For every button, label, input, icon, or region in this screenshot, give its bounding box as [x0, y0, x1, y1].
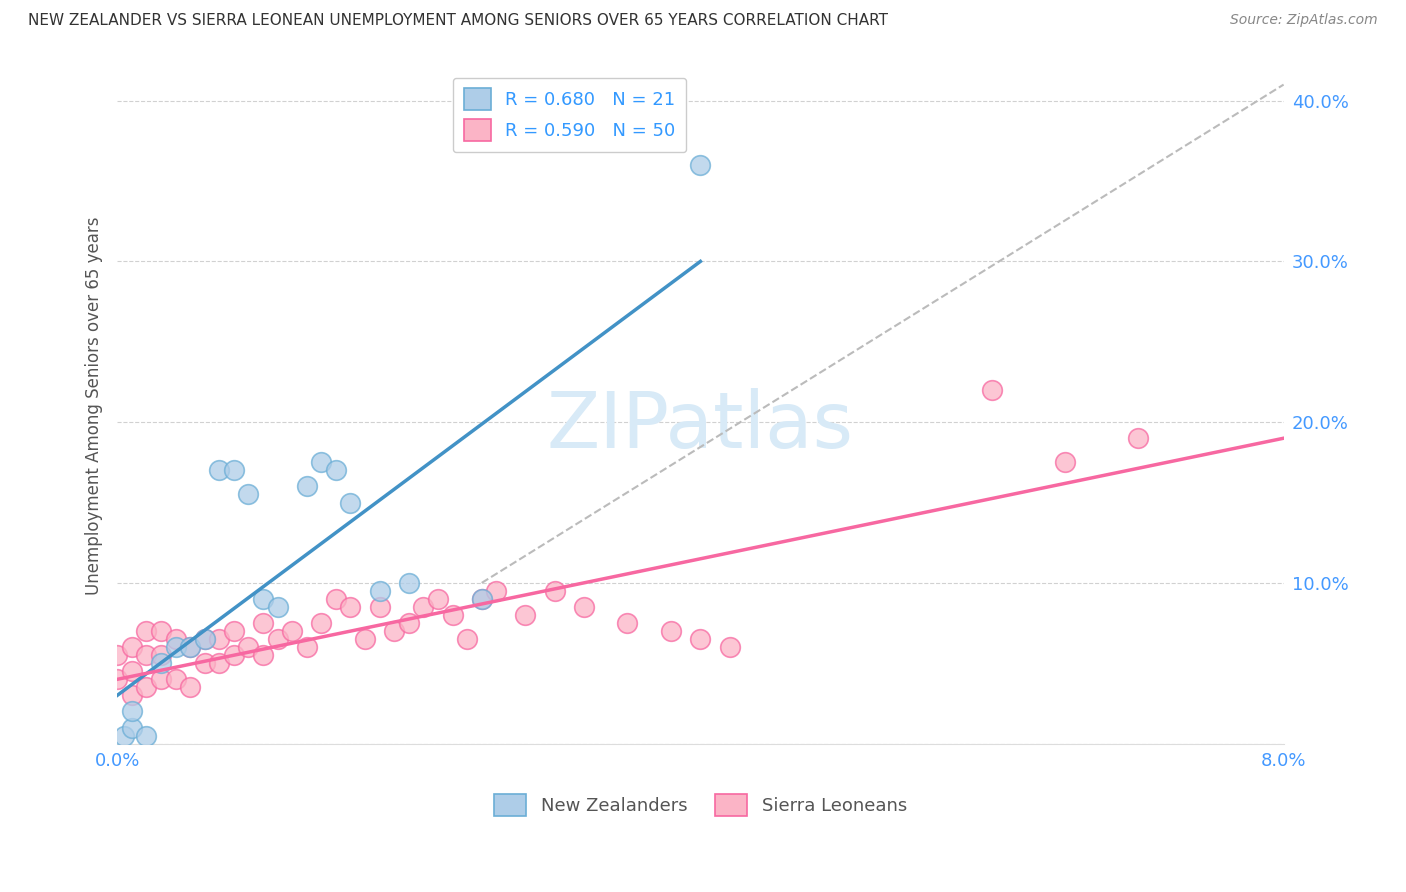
Point: [222, 463, 245, 477]
Text: ZIPatlas: ZIPatlas: [547, 388, 853, 465]
Point: [121, 640, 143, 655]
Point: [252, 616, 274, 631]
Point: [689, 632, 711, 647]
Point: [543, 583, 565, 598]
Point: [1126, 431, 1149, 445]
Point: [194, 632, 217, 647]
Point: [339, 600, 361, 615]
Point: [135, 648, 157, 663]
Point: [368, 583, 391, 598]
Point: [311, 455, 333, 469]
Point: [441, 608, 464, 623]
Point: [179, 681, 201, 695]
Point: [238, 487, 260, 501]
Point: [149, 673, 172, 687]
Point: [135, 624, 157, 639]
Point: [1053, 455, 1076, 469]
Point: [325, 463, 347, 477]
Point: [295, 479, 318, 493]
Point: [339, 495, 361, 509]
Point: [121, 665, 143, 679]
Point: [572, 600, 595, 615]
Point: [194, 632, 217, 647]
Point: [659, 624, 682, 639]
Point: [398, 616, 420, 631]
Point: [135, 729, 157, 743]
Y-axis label: Unemployment Among Seniors over 65 years: Unemployment Among Seniors over 65 years: [86, 217, 103, 595]
Text: NEW ZEALANDER VS SIERRA LEONEAN UNEMPLOYMENT AMONG SENIORS OVER 65 YEARS CORRELA: NEW ZEALANDER VS SIERRA LEONEAN UNEMPLOY…: [28, 13, 889, 29]
Point: [325, 591, 347, 606]
Point: [426, 591, 449, 606]
Point: [252, 648, 274, 663]
Point: [114, 729, 136, 743]
Point: [471, 591, 494, 606]
Point: [368, 600, 391, 615]
Point: [105, 673, 128, 687]
Point: [121, 689, 143, 703]
Point: [105, 648, 128, 663]
Point: [208, 657, 231, 671]
Point: [266, 600, 288, 615]
Point: [981, 383, 1004, 397]
Point: [515, 608, 537, 623]
Point: [149, 648, 172, 663]
Point: [295, 640, 318, 655]
Point: [135, 681, 157, 695]
Point: [149, 624, 172, 639]
Point: [222, 624, 245, 639]
Point: [412, 600, 434, 615]
Text: Source: ZipAtlas.com: Source: ZipAtlas.com: [1230, 13, 1378, 28]
Point: [238, 640, 260, 655]
Point: [382, 624, 405, 639]
Legend: New Zealanders, Sierra Leoneans: New Zealanders, Sierra Leoneans: [486, 787, 914, 823]
Point: [165, 673, 187, 687]
Point: [485, 583, 508, 598]
Point: [354, 632, 377, 647]
Point: [471, 591, 494, 606]
Point: [281, 624, 304, 639]
Point: [689, 158, 711, 172]
Point: [398, 575, 420, 590]
Point: [165, 632, 187, 647]
Point: [121, 705, 143, 719]
Point: [194, 657, 217, 671]
Point: [179, 640, 201, 655]
Point: [165, 640, 187, 655]
Point: [252, 591, 274, 606]
Point: [208, 463, 231, 477]
Point: [179, 640, 201, 655]
Point: [456, 632, 478, 647]
Point: [718, 640, 741, 655]
Point: [208, 632, 231, 647]
Point: [311, 616, 333, 631]
Point: [616, 616, 638, 631]
Point: [121, 721, 143, 735]
Point: [149, 657, 172, 671]
Point: [222, 648, 245, 663]
Point: [266, 632, 288, 647]
